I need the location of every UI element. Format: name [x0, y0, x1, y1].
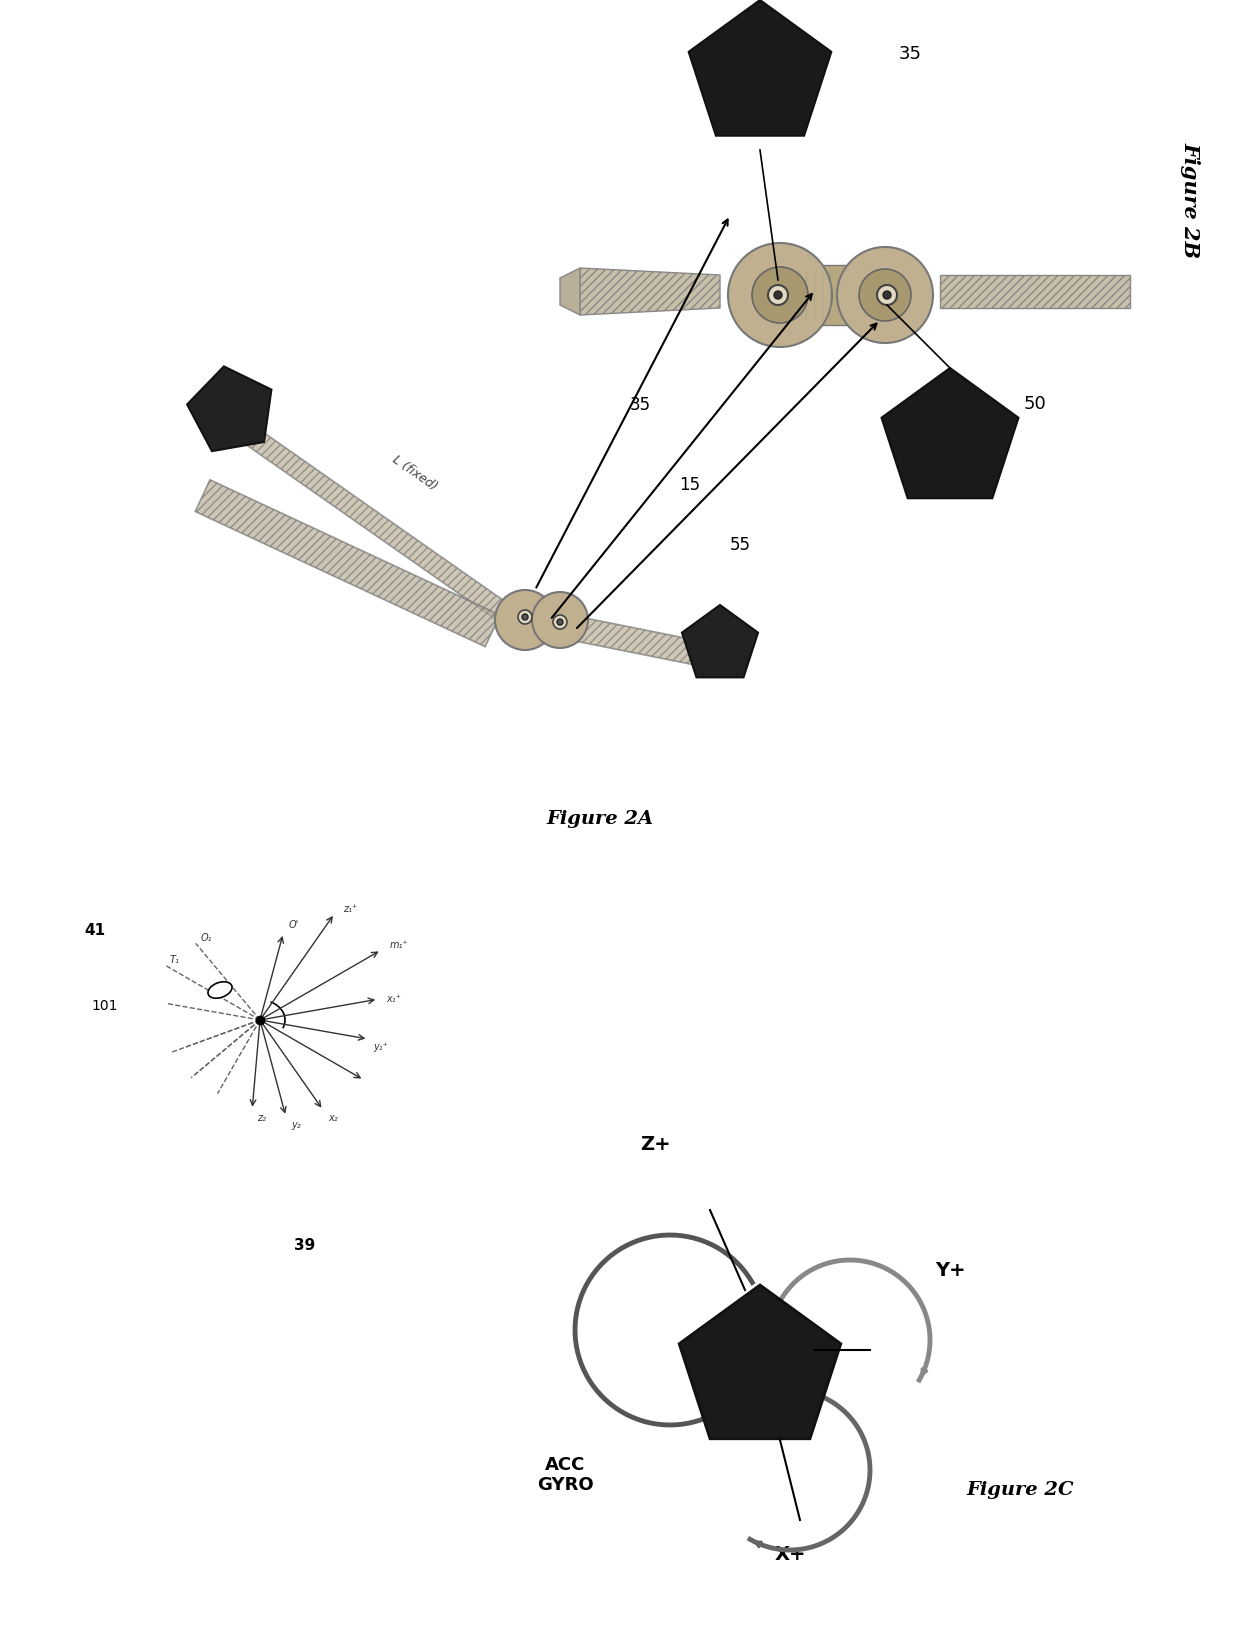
- Text: x₂: x₂: [329, 1114, 337, 1124]
- Text: Figure 2A: Figure 2A: [547, 810, 653, 828]
- Circle shape: [557, 620, 563, 624]
- Text: Figure 2B: Figure 2B: [1180, 141, 1200, 259]
- Text: x₁⁺: x₁⁺: [386, 993, 401, 1005]
- Circle shape: [768, 285, 787, 306]
- Text: 15: 15: [680, 476, 701, 494]
- Text: 35: 35: [899, 46, 921, 63]
- Text: Y+: Y+: [935, 1260, 965, 1280]
- Circle shape: [774, 291, 782, 299]
- Circle shape: [877, 285, 897, 306]
- Text: O₁: O₁: [201, 933, 212, 943]
- Ellipse shape: [208, 982, 232, 998]
- Text: L (fixed): L (fixed): [389, 454, 440, 493]
- Text: Z+: Z+: [640, 1135, 671, 1154]
- Polygon shape: [688, 0, 831, 135]
- Polygon shape: [570, 615, 720, 670]
- Text: ACC
GYRO: ACC GYRO: [537, 1455, 593, 1494]
- Circle shape: [553, 615, 567, 629]
- Polygon shape: [187, 366, 272, 450]
- Circle shape: [728, 242, 832, 346]
- Text: y₂: y₂: [291, 1120, 300, 1130]
- Bar: [780, 265, 885, 325]
- Text: 55: 55: [729, 537, 750, 554]
- Text: T₁: T₁: [170, 954, 180, 964]
- Circle shape: [518, 610, 532, 624]
- Circle shape: [495, 590, 556, 650]
- Circle shape: [859, 268, 911, 320]
- Polygon shape: [228, 416, 510, 621]
- Polygon shape: [882, 367, 1018, 498]
- Text: z₁⁺: z₁⁺: [342, 904, 357, 914]
- Text: Figure 2C: Figure 2C: [966, 1481, 1074, 1499]
- Text: z₂: z₂: [257, 1112, 267, 1122]
- Polygon shape: [940, 275, 1130, 307]
- Circle shape: [522, 615, 528, 620]
- Polygon shape: [580, 268, 720, 315]
- Text: O': O': [288, 920, 299, 930]
- Polygon shape: [682, 605, 758, 678]
- Text: 35: 35: [630, 397, 651, 415]
- Text: 41: 41: [84, 924, 105, 938]
- Circle shape: [532, 592, 588, 649]
- Polygon shape: [195, 480, 500, 647]
- Text: y₁⁺: y₁⁺: [373, 1042, 388, 1052]
- Text: 50: 50: [1024, 395, 1047, 413]
- Circle shape: [837, 247, 932, 343]
- Text: m₁⁺: m₁⁺: [389, 940, 408, 950]
- Text: 39: 39: [294, 1237, 316, 1254]
- Text: 101: 101: [92, 998, 118, 1013]
- Circle shape: [751, 267, 808, 324]
- Text: X+: X+: [774, 1545, 806, 1564]
- Circle shape: [883, 291, 892, 299]
- Polygon shape: [680, 1285, 841, 1439]
- Polygon shape: [560, 268, 580, 315]
